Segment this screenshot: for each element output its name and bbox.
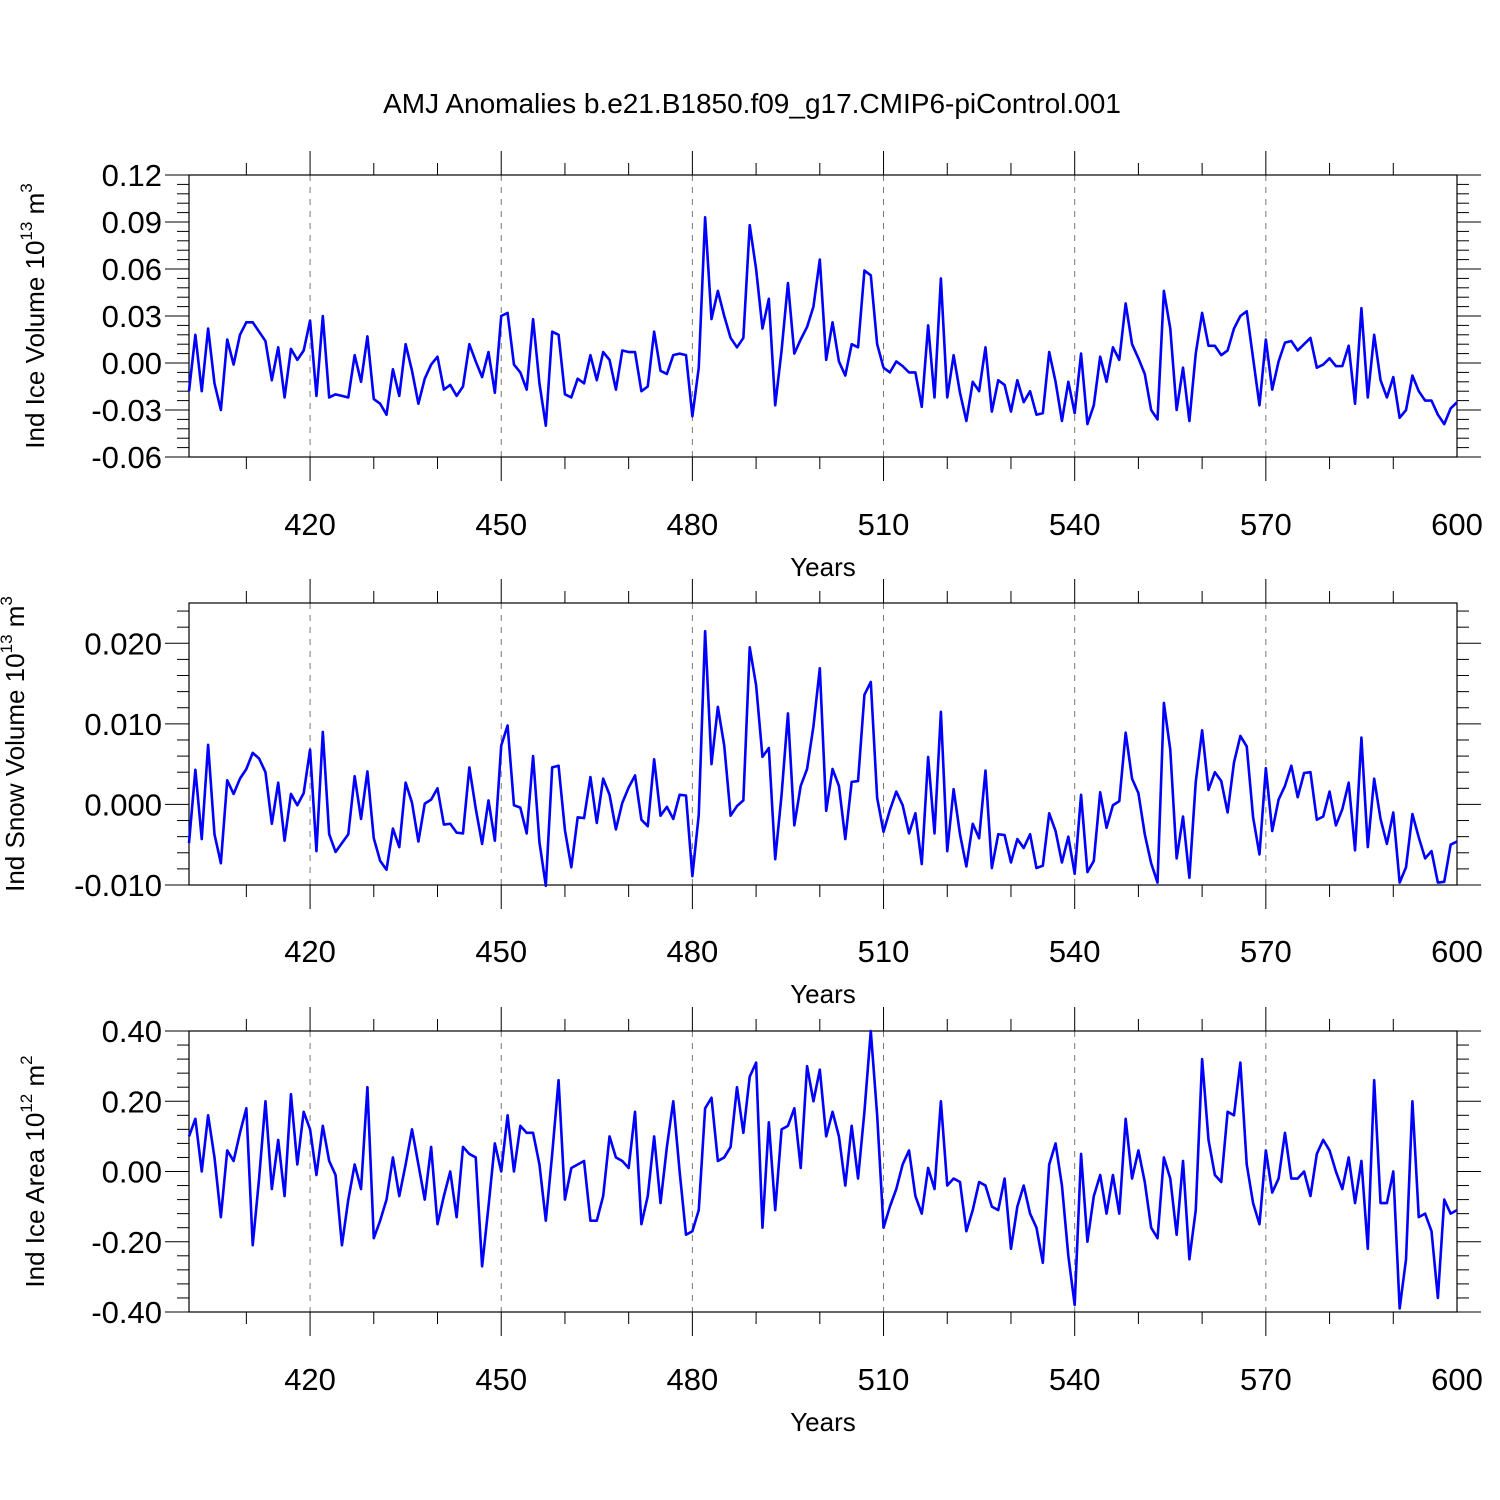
plot-frame [188, 602, 1458, 886]
panel-1: -0.06 -0.03 0.00 0.03 0.06 0.09 0.12 420 450 480 5… [17, 151, 1483, 582]
x-tick-label: 540 [1049, 934, 1101, 969]
y-tick-label: 0.09 [102, 205, 162, 240]
y-axis-title-unit: m [20, 1065, 50, 1094]
y-tick-label: 0.00 [102, 346, 162, 381]
y-axis-title-unit-exponent: 3 [0, 596, 16, 605]
series-line-1-1 [187, 216, 1458, 427]
y-axis-title: Ind Snow Volume 1013 m3 [0, 596, 30, 892]
x-tick-label: 570 [1240, 1362, 1292, 1397]
x-tick-label: 450 [475, 507, 527, 542]
plot-frame [188, 1030, 1458, 1313]
x-tick-label: 570 [1240, 507, 1292, 542]
y-axis-title-main: Ind Snow Volume 10 [0, 653, 30, 892]
panel-2: -0.010 0.000 0.010 0.020 420 450 480 510 540 570 6… [0, 579, 1483, 1009]
x-axis-title: Years [790, 979, 856, 1009]
x-tick-label: 600 [1431, 1362, 1483, 1397]
x-tick-label: 540 [1049, 507, 1101, 542]
y-axis-title-main: Ind Ice Volume 10 [20, 241, 50, 449]
x-tick-label: 480 [667, 1362, 719, 1397]
y-tick-label: -0.40 [91, 1295, 162, 1330]
plot-frame [188, 174, 1458, 458]
series-line-3-1 [187, 1029, 1458, 1310]
x-tick-label: 450 [475, 934, 527, 969]
x-tick-label: 510 [858, 934, 910, 969]
y-axis-title-exponent: 12 [17, 1094, 36, 1113]
y-axis-title: Ind Ice Area 1012 m2 [17, 1055, 50, 1287]
x-tick-label: 420 [284, 507, 336, 542]
y-tick-label: 0.20 [102, 1084, 162, 1119]
x-tick-label: 480 [667, 507, 719, 542]
x-tick-label: 450 [475, 1362, 527, 1397]
y-tick-label: 0.00 [102, 1155, 162, 1190]
panel-3: -0.40 -0.20 0.00 0.20 0.40 420 450 480 510 540 570… [17, 1007, 1483, 1437]
y-tick-label: 0.40 [102, 1014, 162, 1049]
x-axis-title: Years [790, 1407, 856, 1437]
x-tick-label: 480 [667, 934, 719, 969]
y-tick-label: 0.12 [102, 158, 162, 193]
y-axis-title-unit: m [20, 193, 50, 222]
y-axis-title-unit-exponent: 3 [17, 183, 36, 192]
y-axis-title-unit-exponent: 2 [17, 1055, 36, 1064]
x-axis-title: Years [790, 552, 856, 582]
y-axis-title-unit: m [0, 606, 30, 635]
y-axis-title-exponent: 13 [17, 222, 36, 241]
y-tick-label: 0.020 [84, 626, 162, 661]
y-tick-label: 0.03 [102, 299, 162, 334]
y-tick-label: 0.000 [84, 787, 162, 822]
x-tick-label: 510 [858, 507, 910, 542]
x-tick-label: 600 [1431, 507, 1483, 542]
y-tick-label: 0.06 [102, 252, 162, 287]
y-tick-label: 0.010 [84, 707, 162, 742]
y-tick-label: -0.03 [91, 393, 162, 428]
y-tick-label: -0.20 [91, 1225, 162, 1260]
chart-title: AMJ Anomalies b.e21.B1850.f09_g17.CMIP6-… [383, 88, 1121, 119]
x-tick-label: 420 [284, 934, 336, 969]
y-tick-label: -0.06 [91, 440, 162, 475]
y-axis-title-main: Ind Ice Area 10 [20, 1113, 50, 1288]
x-tick-label: 420 [284, 1362, 336, 1397]
x-tick-label: 600 [1431, 934, 1483, 969]
x-tick-label: 570 [1240, 934, 1292, 969]
y-axis-title: Ind Ice Volume 1013 m3 [17, 183, 50, 448]
series-line-2-1 [187, 629, 1458, 888]
y-axis-title-exponent: 13 [0, 634, 16, 653]
y-tick-label: -0.010 [74, 868, 162, 903]
x-tick-label: 540 [1049, 1362, 1101, 1397]
x-tick-label: 510 [858, 1362, 910, 1397]
